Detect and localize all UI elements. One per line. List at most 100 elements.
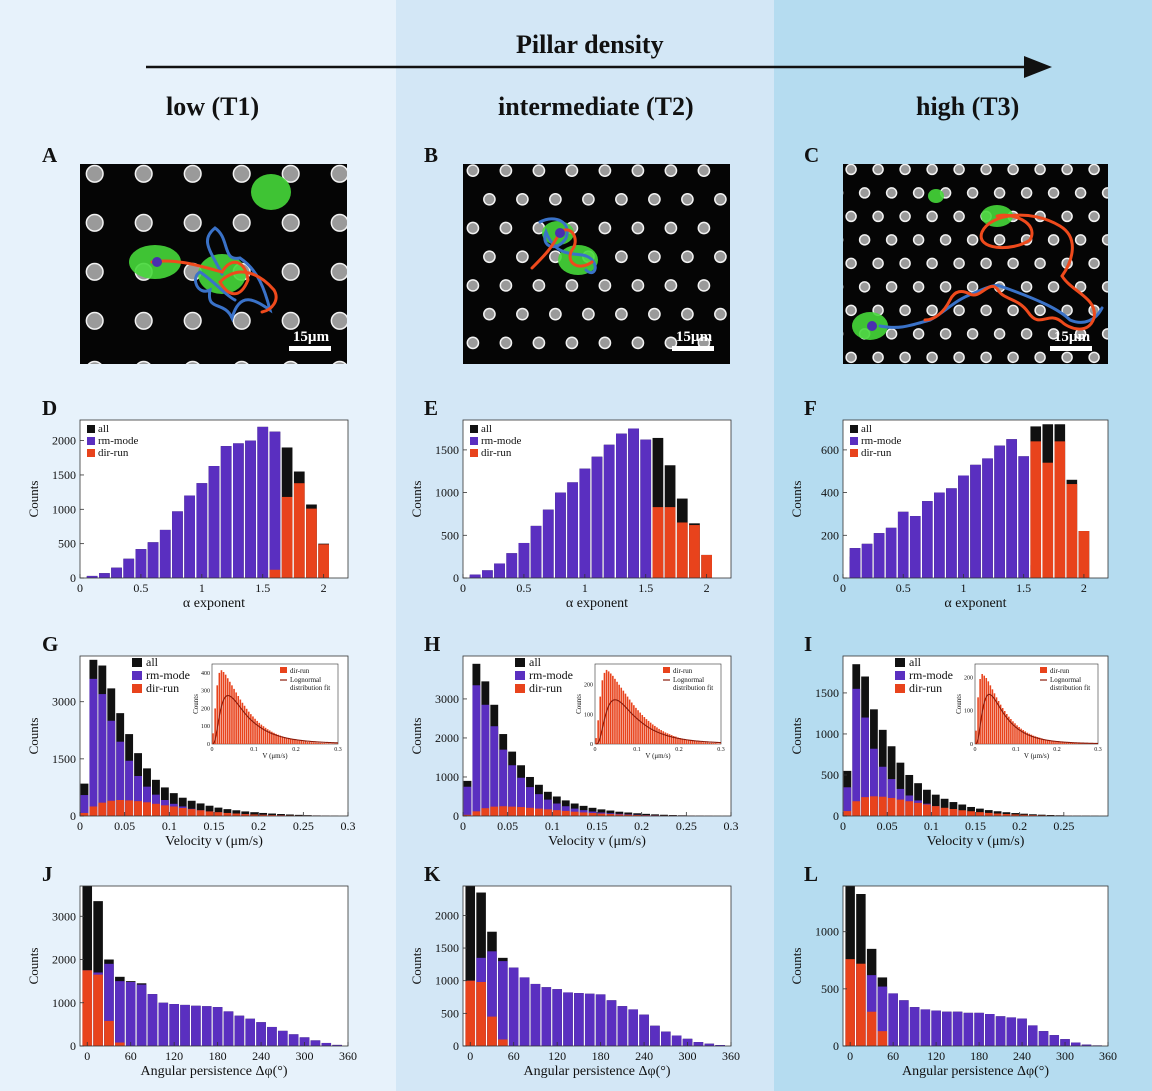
legend-entry: rm-mode (481, 435, 521, 447)
legend-entry: all (909, 655, 922, 669)
legend-swatch-all (132, 658, 142, 667)
inset-bar (214, 708, 216, 744)
inset-bar (250, 714, 252, 744)
bar-rm-mode (650, 1025, 660, 1046)
pillar (872, 351, 884, 364)
pillar (899, 257, 911, 270)
bar-rm-mode (125, 760, 134, 816)
inset-bar (1069, 743, 1072, 744)
inset-x-axis-label: V (μm/s) (645, 752, 671, 760)
inset-bar (1046, 740, 1049, 744)
pillar (1116, 164, 1126, 174)
pillar (697, 164, 711, 177)
pillar (1130, 329, 1140, 339)
cell (928, 189, 944, 203)
bar-dir-run (476, 982, 486, 1046)
x-tick-label: 300 (1056, 1049, 1074, 1063)
x-tick-label: 2 (1081, 581, 1087, 595)
x-tick-label: 180 (970, 1049, 988, 1063)
pillar (968, 376, 978, 386)
x-axis-label: Angular persistence Δφ(°) (140, 1064, 287, 1079)
y-tick-label: 1000 (815, 727, 839, 741)
pillar (232, 213, 251, 232)
pillar (499, 221, 513, 235)
x-tick-label: 0.5 (133, 581, 148, 595)
bar-all (931, 794, 940, 816)
inset-bar (714, 743, 717, 744)
bar-rm-mode (98, 694, 107, 816)
bar-rm-mode (567, 482, 578, 578)
x-tick-label: 1.5 (1016, 581, 1031, 595)
inset-bar (1061, 742, 1063, 744)
bar-rm-mode (595, 994, 606, 1046)
pillar (330, 213, 347, 232)
x-axis-label: α exponent (944, 596, 1006, 611)
bar-rm-mode (123, 558, 135, 578)
inset-bar (1059, 742, 1061, 744)
pillar (134, 213, 153, 232)
x-tick-label: 360 (1099, 1049, 1117, 1063)
chart-K: 0 60 120 180 240 300 360 0 500 1000 1500 2000 Angula… (409, 885, 740, 1079)
axes-frame (462, 419, 732, 579)
inset-bar (1036, 737, 1039, 744)
inset-legend-swatch (280, 667, 287, 673)
bar-rm-mode (552, 803, 561, 816)
inset-bar (216, 685, 219, 744)
bar-rm-mode (974, 1012, 984, 1046)
bar-rm-mode (946, 488, 957, 578)
bar-dir-run (615, 814, 624, 816)
inset-bar (296, 740, 298, 744)
bar-all (651, 814, 659, 816)
pillar (980, 351, 992, 364)
pillar (885, 281, 898, 293)
pillar (281, 164, 300, 183)
pillar (136, 360, 151, 364)
bar-rm-mode (1018, 456, 1029, 578)
x-tick-label: 0.25 (1053, 819, 1074, 833)
bar-dir-run (281, 496, 293, 578)
inset-bar (989, 685, 992, 744)
legend-swatch-dir-run (515, 684, 525, 693)
x-tick-label: 0.1 (924, 819, 939, 833)
inset-legend-entry: Lognormal (290, 676, 321, 684)
y-tick-label: 500 (441, 1006, 459, 1020)
inset-bar (618, 684, 620, 744)
pillar (232, 311, 251, 330)
pillar (980, 257, 992, 270)
inset-bar (612, 675, 614, 744)
inset-bar (654, 725, 656, 744)
inset-bar (289, 738, 292, 744)
bar-rm-mode (931, 1010, 941, 1046)
inset-bar (628, 699, 631, 744)
y-tick-label: 0 (70, 809, 76, 823)
inset-bar (700, 741, 702, 744)
legend-entry: dir-run (98, 447, 129, 459)
inset-bar (329, 743, 332, 744)
pillar (582, 307, 595, 321)
bar-all (624, 812, 633, 816)
inset-bar (633, 705, 635, 744)
inset-bar (624, 693, 627, 744)
pillar (819, 164, 829, 174)
pillar (1116, 352, 1126, 362)
inset-chart: 0 0.1 0.2 0.3 0 100 200 300 400 V (μm/s) Counts dir… (192, 663, 342, 760)
pillar (926, 351, 938, 364)
bar-rm-mode (555, 492, 566, 578)
x-tick-label: 240 (1013, 1049, 1031, 1063)
panel-letter-I: I (804, 632, 813, 656)
x-tick-label: 1 (199, 581, 205, 595)
inset-bar (710, 742, 713, 744)
pillar (1007, 257, 1019, 270)
inset-bar (696, 741, 698, 744)
series-dir-run (269, 483, 329, 578)
bar-rm-mode (517, 777, 525, 816)
legend-entry: dir-run (861, 447, 892, 459)
y-tick-label: 1000 (435, 486, 459, 500)
bar-rm-mode (233, 443, 244, 578)
inset-bar (233, 688, 235, 744)
bar-dir-run (845, 959, 855, 1046)
x-tick-label: 60 (508, 1049, 520, 1063)
bar-rm-mode (208, 466, 220, 578)
y-tick-label: 2000 (52, 434, 76, 448)
